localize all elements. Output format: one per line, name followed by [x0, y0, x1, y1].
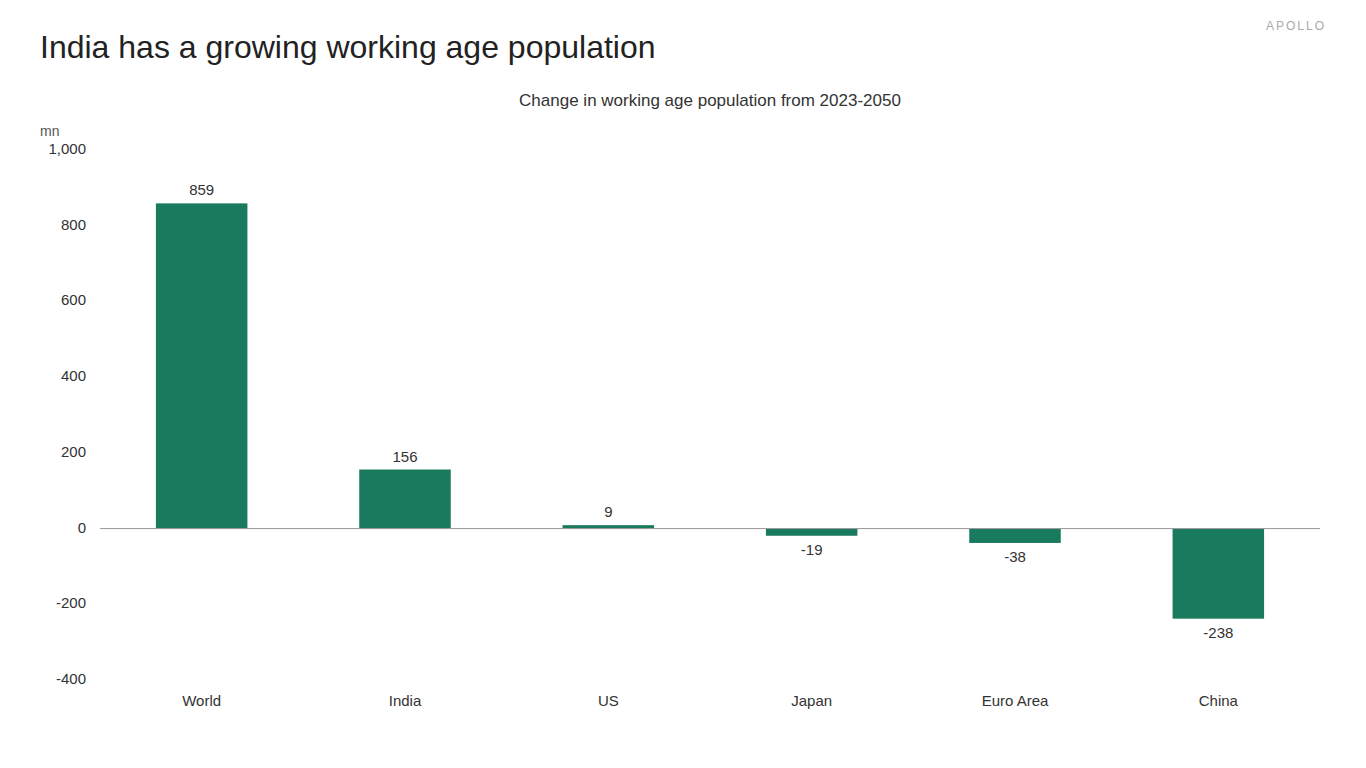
y-tick: -400: [56, 670, 86, 687]
y-tick-label: 0: [78, 519, 86, 536]
y-tick: 800: [61, 216, 86, 233]
data-label: -238: [1203, 624, 1233, 641]
y-axis-label: mn: [40, 123, 59, 139]
data-label: -38: [1004, 548, 1026, 565]
bars: [156, 203, 1264, 618]
bar: [359, 470, 451, 529]
x-axis: World India US Japan Euro Area China: [182, 692, 1238, 709]
y-tick: 0: [78, 519, 86, 536]
chart-svg: India has a growing working age populati…: [0, 0, 1366, 768]
y-axis: -400 -200 0 200 400 600 800 1,000: [48, 140, 86, 687]
y-tick: -200: [56, 594, 86, 611]
x-tick-label: India: [389, 692, 422, 709]
y-tick-label: 200: [61, 443, 86, 460]
bar: [1173, 529, 1265, 619]
data-label: 859: [189, 181, 214, 198]
chart-container: India has a growing working age populati…: [0, 0, 1366, 768]
y-tick-label: 600: [61, 291, 86, 308]
x-tick-label: Euro Area: [982, 692, 1049, 709]
x-tick-label: Japan: [791, 692, 832, 709]
y-tick-label: -400: [56, 670, 86, 687]
zero-line: [100, 528, 1320, 529]
y-tick: 400: [61, 367, 86, 384]
subtitle: Change in working age population from 20…: [519, 91, 901, 110]
watermark: APOLLO: [1266, 19, 1326, 33]
x-tick-label: US: [598, 692, 619, 709]
bar: [156, 203, 248, 528]
data-label: -19: [801, 541, 823, 558]
y-tick: 600: [61, 291, 86, 308]
y-tick: 1,000: [48, 140, 86, 157]
y-tick-label: -200: [56, 594, 86, 611]
data-labels: 859 156 9 -19 -38 -238: [189, 181, 1233, 640]
title: India has a growing working age populati…: [40, 29, 656, 65]
y-tick-label: 800: [61, 216, 86, 233]
x-tick-label: World: [182, 692, 221, 709]
bar: [563, 525, 655, 528]
y-tick-label: 400: [61, 367, 86, 384]
x-tick-label: China: [1199, 692, 1239, 709]
bar: [969, 529, 1061, 543]
data-label: 156: [392, 448, 417, 465]
y-tick: 200: [61, 443, 86, 460]
bar: [766, 529, 858, 536]
y-tick-label: 1,000: [48, 140, 86, 157]
data-label: 9: [604, 503, 612, 520]
